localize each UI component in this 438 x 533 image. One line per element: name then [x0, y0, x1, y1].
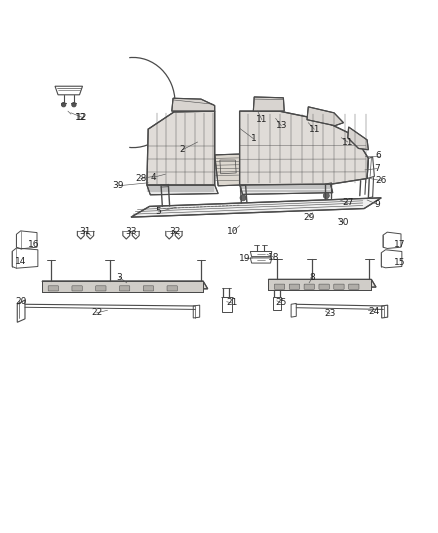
- Polygon shape: [240, 182, 333, 195]
- Text: 28: 28: [135, 174, 147, 183]
- Text: 24: 24: [369, 307, 380, 316]
- Polygon shape: [215, 154, 243, 186]
- Polygon shape: [268, 279, 376, 287]
- Text: 2: 2: [180, 146, 185, 154]
- Polygon shape: [240, 111, 368, 185]
- FancyBboxPatch shape: [96, 286, 106, 291]
- Polygon shape: [147, 111, 215, 185]
- Text: 4: 4: [151, 173, 156, 182]
- Text: 30: 30: [338, 218, 349, 227]
- Polygon shape: [42, 281, 203, 292]
- Text: 11: 11: [342, 138, 353, 147]
- Text: 26: 26: [375, 176, 387, 185]
- Polygon shape: [42, 281, 208, 289]
- Polygon shape: [268, 279, 371, 290]
- FancyBboxPatch shape: [319, 284, 329, 289]
- Polygon shape: [131, 198, 381, 217]
- Text: 9: 9: [374, 200, 380, 209]
- Text: 32: 32: [170, 227, 181, 236]
- Text: 14: 14: [15, 257, 26, 266]
- Text: 22: 22: [91, 309, 102, 317]
- Text: 27: 27: [342, 198, 353, 207]
- Text: 12: 12: [75, 112, 86, 122]
- FancyBboxPatch shape: [349, 284, 359, 289]
- Text: 31: 31: [79, 227, 91, 236]
- Text: 20: 20: [15, 297, 26, 306]
- FancyBboxPatch shape: [167, 286, 177, 291]
- Text: 39: 39: [113, 181, 124, 190]
- Text: 5: 5: [155, 207, 161, 216]
- Text: 17: 17: [393, 240, 405, 249]
- FancyBboxPatch shape: [304, 284, 314, 289]
- Text: 12: 12: [76, 112, 87, 122]
- Text: 6: 6: [376, 151, 381, 160]
- Polygon shape: [348, 127, 368, 150]
- Circle shape: [61, 102, 66, 107]
- FancyBboxPatch shape: [72, 286, 82, 291]
- Circle shape: [72, 102, 76, 107]
- Text: 25: 25: [276, 298, 287, 308]
- Text: 33: 33: [125, 227, 137, 236]
- Polygon shape: [147, 185, 218, 195]
- FancyBboxPatch shape: [334, 284, 344, 289]
- Circle shape: [158, 175, 160, 177]
- FancyBboxPatch shape: [48, 286, 58, 291]
- Text: 19: 19: [239, 254, 251, 263]
- FancyBboxPatch shape: [289, 284, 300, 289]
- Text: 18: 18: [268, 253, 280, 262]
- Circle shape: [323, 192, 329, 199]
- Text: 21: 21: [226, 298, 237, 308]
- FancyBboxPatch shape: [274, 284, 285, 289]
- Polygon shape: [253, 97, 284, 111]
- Text: 8: 8: [310, 273, 315, 282]
- Text: 11: 11: [308, 125, 320, 134]
- Text: 1: 1: [251, 134, 256, 143]
- Text: 3: 3: [117, 273, 122, 282]
- Text: 16: 16: [28, 240, 39, 249]
- Text: 15: 15: [393, 258, 405, 266]
- Circle shape: [240, 195, 246, 201]
- Text: 13: 13: [276, 121, 287, 130]
- Text: 10: 10: [227, 227, 239, 236]
- Polygon shape: [172, 98, 215, 111]
- Text: 29: 29: [304, 213, 315, 222]
- Text: 23: 23: [324, 309, 336, 318]
- Text: 7: 7: [374, 164, 380, 173]
- FancyBboxPatch shape: [120, 286, 130, 291]
- Text: 11: 11: [256, 115, 268, 124]
- Polygon shape: [307, 107, 343, 126]
- FancyBboxPatch shape: [143, 286, 154, 291]
